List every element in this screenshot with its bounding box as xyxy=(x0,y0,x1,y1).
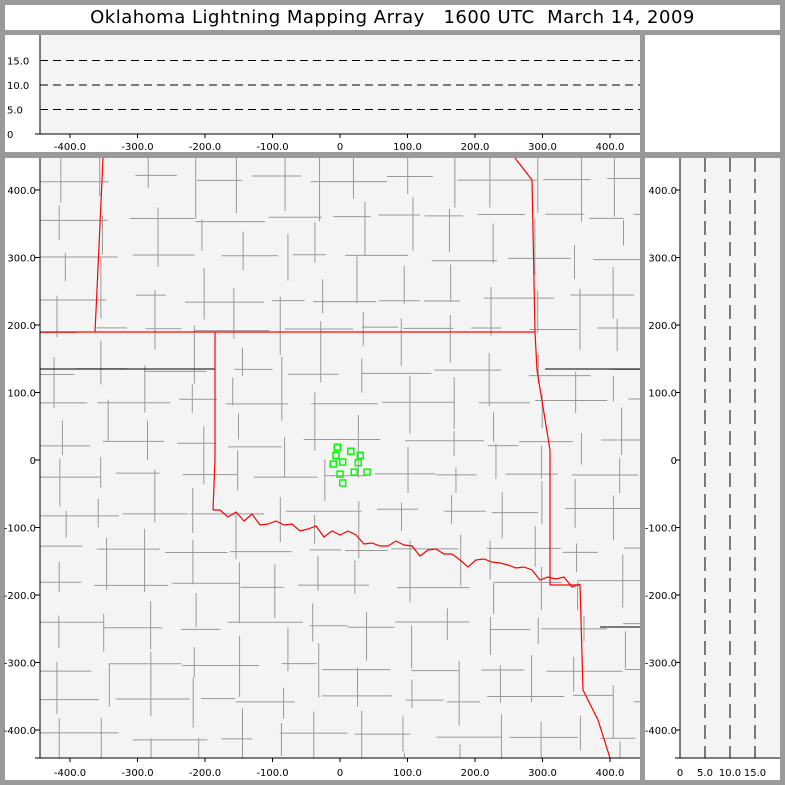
red-river-border xyxy=(213,509,581,588)
station-marker xyxy=(354,458,362,467)
top-x-tick-label: -100.0 xyxy=(256,142,288,153)
top-x-tick-label: 200.0 xyxy=(461,142,490,153)
top-x-tick-label: 400.0 xyxy=(596,142,625,153)
map-y-tick-label: 100.0 xyxy=(7,389,36,400)
right-x-tick-label: 0 xyxy=(677,768,683,779)
map-y-tick-label: 200.0 xyxy=(7,321,36,332)
map-x-tick-label: 100.0 xyxy=(393,768,422,779)
arkansas-border xyxy=(514,157,611,759)
map-x-tick-label: -300.0 xyxy=(121,768,153,779)
map-yaxis-area xyxy=(5,158,40,758)
station-marker xyxy=(332,451,340,460)
map-xaxis-area xyxy=(5,758,640,780)
map-x-tick-label: -200.0 xyxy=(189,768,221,779)
right-xaxis-area xyxy=(645,758,780,780)
map-x-tick-label: -400.0 xyxy=(54,768,86,779)
map-x-tick-label: 0 xyxy=(337,768,343,779)
right-x-tick-label: 5.0 xyxy=(697,768,713,779)
right-x-tick-label: 15.0 xyxy=(744,768,766,779)
right-y-tick-label: 300.0 xyxy=(648,254,677,265)
right-x-tick-label: 10.0 xyxy=(719,768,741,779)
top-x-tick-label: -300.0 xyxy=(121,142,153,153)
right-y-tick-label: 400.0 xyxy=(648,186,677,197)
map-y-tick-label: 300.0 xyxy=(7,254,36,265)
map-y-tick-label: -300.0 xyxy=(4,659,36,670)
top-x-tick-label: 100.0 xyxy=(393,142,422,153)
top-xaxis-area xyxy=(5,134,640,152)
top-x-tick-label: 300.0 xyxy=(528,142,557,153)
colorado-kansas-border xyxy=(94,157,104,333)
right-y-tick-label: -200.0 xyxy=(645,591,677,602)
station-marker xyxy=(338,458,347,466)
right-y-tick-label: 0 xyxy=(671,456,677,467)
top-y-tick-label: 15.0 xyxy=(7,57,29,68)
station-marker xyxy=(347,447,355,455)
map-y-tick-label: 0 xyxy=(30,456,36,467)
map-y-tick-label: -100.0 xyxy=(4,524,36,535)
station-marker xyxy=(333,443,342,451)
right-y-tick-label: -100.0 xyxy=(645,524,677,535)
station-marker xyxy=(338,479,347,487)
station-marker xyxy=(329,460,337,468)
station-marker xyxy=(356,451,364,460)
top-y-tick-label: 0 xyxy=(7,130,13,141)
right-y-tick-label: 200.0 xyxy=(648,321,677,332)
corner-panel xyxy=(645,35,780,152)
map-x-tick-label: 300.0 xyxy=(528,768,557,779)
texas-oklahoma-west-border xyxy=(212,332,216,511)
top-yaxis-area xyxy=(5,35,40,152)
page-title: Oklahoma Lightning Mapping Array 1600 UT… xyxy=(5,5,780,30)
top-y-tick-label: 5.0 xyxy=(7,106,23,117)
top-y-tick-label: 10.0 xyxy=(7,81,29,92)
right-y-tick-label: -400.0 xyxy=(645,726,677,737)
station-marker xyxy=(350,468,358,476)
map-y-tick-label: -400.0 xyxy=(4,726,36,737)
top-x-tick-label: -400.0 xyxy=(54,142,86,153)
top-x-tick-label: 0 xyxy=(337,142,343,153)
map-y-tick-label: -200.0 xyxy=(4,591,36,602)
right-yaxis-area xyxy=(645,158,680,780)
map-x-tick-label: -100.0 xyxy=(256,768,288,779)
map-x-tick-label: 200.0 xyxy=(461,768,490,779)
map-x-tick-label: 400.0 xyxy=(596,768,625,779)
station-marker xyxy=(363,468,371,476)
station-marker xyxy=(336,470,344,478)
map-y-tick-label: 400.0 xyxy=(7,186,36,197)
top-x-tick-label: -200.0 xyxy=(189,142,221,153)
right-y-tick-label: -300.0 xyxy=(645,659,677,670)
right-y-tick-label: 100.0 xyxy=(648,389,677,400)
